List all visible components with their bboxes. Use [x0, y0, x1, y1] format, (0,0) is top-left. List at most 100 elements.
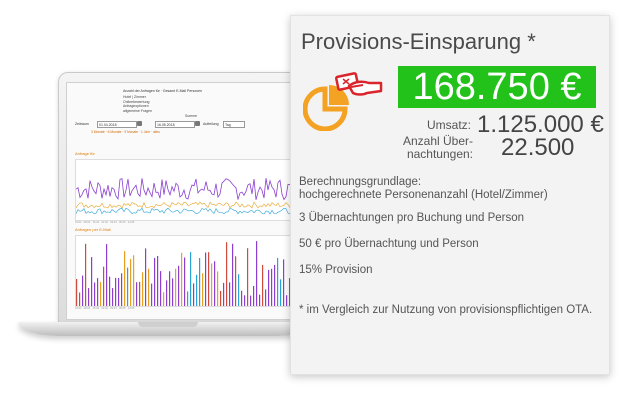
chart2-bar [145, 248, 147, 306]
filter-to-input[interactable]: 16.05.2018 [155, 121, 195, 128]
chart2-bar [160, 271, 162, 306]
chart2-bar [196, 274, 198, 306]
line-chart-svg [75, 178, 305, 215]
chart2-bar [256, 241, 258, 306]
chart2-bar [139, 281, 141, 306]
chart2-bar [187, 291, 189, 306]
chart2-label: Anfragen per E-Mail [75, 227, 111, 232]
chart2-bar [91, 257, 93, 306]
filter-from-label: Zeitraum [75, 122, 89, 126]
umsatz-value: 1.125.000 € [477, 111, 604, 138]
savings-card: Provisions-Einsparung * 168.750 € Umsatz… [290, 15, 610, 375]
chart2-bar [115, 277, 117, 306]
chart2-bar [136, 282, 138, 306]
screen-category-item[interactable]: Onlinebewertung [123, 99, 150, 104]
chart2-bar [124, 251, 126, 306]
nights-label-line1: Anzahl Über- [402, 134, 473, 148]
filter-from-input[interactable]: 01.04.2018 [97, 121, 137, 128]
chart2-bar [181, 252, 183, 306]
chart2-bar [166, 280, 168, 306]
umsatz-label: Umsatz: [426, 118, 471, 132]
laptop-base [18, 322, 318, 336]
chart2-bar [190, 252, 192, 306]
chart2-x-axis: 01.04 · 08.04 · 15.04 · 22.04 · 29.04 · … [75, 307, 135, 310]
chart2-bar [253, 286, 255, 306]
chart2-bar [82, 275, 84, 306]
calculation-basis: Berechnungsgrundlage: hochgerechnete Per… [299, 176, 599, 201]
chart2-bar [127, 267, 129, 306]
chart2-bar [142, 272, 144, 306]
chart2-bar [118, 278, 120, 306]
screen-category-item[interactable]: allgemeine Fragen [123, 108, 152, 113]
chart2-bar [247, 248, 249, 306]
chart2-bar [172, 278, 174, 306]
chart2-bar [289, 278, 291, 306]
chart2-bar [286, 295, 288, 306]
assumption-3: 15% Provision [299, 264, 373, 276]
screen-category-item[interactable]: Anfrageoptionen [123, 104, 149, 109]
chart2-bar [163, 292, 165, 306]
chart2-bar [175, 268, 177, 306]
chart2-bar [154, 257, 156, 306]
card-title: Provisions-Einsparung * [301, 29, 536, 54]
assumption-1: 3 Übernachtungen pro Buchung und Person [299, 212, 525, 224]
basis-label: Berechnungsgrundlage: [299, 176, 422, 188]
chart2-bar [184, 257, 186, 306]
chart2-bar [259, 294, 261, 306]
nights-label: Anzahl Über- nachtungen: [375, 135, 473, 161]
bar-chart [75, 235, 305, 307]
chart2-bar [226, 242, 228, 306]
chart2-bar [151, 283, 153, 306]
line-chart [75, 159, 305, 221]
chart2-bar [112, 288, 114, 306]
chart1-x-axis: 01.04 · 08.04 · 15.04 · 22.04 · 29.04 · … [75, 221, 135, 224]
chart2-bar [148, 268, 150, 306]
assumption-2: 50 € pro Übernachtung und Person [299, 238, 479, 250]
quick-range-links[interactable]: 3 Monate · 6 Monate · 9 Monate · 1 Jahr … [91, 130, 160, 134]
chart2-bar [241, 290, 243, 306]
chart2-bar [274, 265, 276, 306]
savings-value: 168.750 € [412, 66, 582, 108]
laptop-screen: Anzahl der Anfragen für · Gesamt E-Mail … [66, 82, 312, 320]
chart2-bar [283, 259, 285, 306]
chart2-bar [277, 257, 279, 306]
chart2-bar [232, 243, 234, 306]
chart2-bar [193, 283, 195, 306]
filter-group-select[interactable]: Tag [223, 121, 245, 128]
chart1-series-line [75, 201, 305, 209]
chart2-bar [97, 278, 99, 306]
chart2-bar [280, 279, 282, 306]
chart2-bar [85, 243, 87, 306]
bar-chart-svg [76, 241, 303, 306]
chart2-bar [178, 265, 180, 306]
chart2-bar [238, 274, 240, 306]
screen-filter-bar: Zeitraum 01.04.2018 16.05.2018 Aufteilun… [73, 121, 305, 135]
chart2-bar [262, 264, 264, 306]
chart2-bar [130, 259, 132, 306]
chart2-bar [244, 295, 246, 306]
laptop-notch [138, 322, 198, 327]
basis-text: hochgerechnete Personenanzahl (Hotel/Zim… [299, 188, 548, 201]
chart2-bar [265, 289, 267, 306]
chart2-bar [88, 288, 90, 306]
chart2-bar [250, 295, 252, 306]
chart2-bar [169, 271, 171, 306]
chart2-bar [268, 269, 270, 306]
screen-category-item[interactable]: Hotel | Zimmer [123, 95, 146, 99]
calendar-icon[interactable] [195, 121, 200, 126]
screen-sum-label: Summe [185, 114, 198, 118]
calendar-icon[interactable] [137, 121, 142, 126]
chart2-bar [202, 273, 204, 306]
chart2-bar [217, 271, 219, 306]
chart1-label: Anfrage für [75, 151, 95, 156]
screen-category-list: Hotel | Zimmer Onlinebewertung Anfrageop… [123, 95, 152, 113]
chart2-bar [214, 261, 216, 306]
savings-highlight: 168.750 € [398, 66, 596, 108]
chart2-bar [100, 281, 102, 306]
laptop-illustration: Anzahl der Anfragen für · Gesamt E-Mail … [18, 72, 320, 347]
chart2-bar [157, 256, 159, 306]
chart2-bar [199, 258, 201, 306]
chart2-bar [235, 256, 237, 306]
chart2-bar [229, 282, 231, 306]
chart2-bar [208, 252, 210, 306]
